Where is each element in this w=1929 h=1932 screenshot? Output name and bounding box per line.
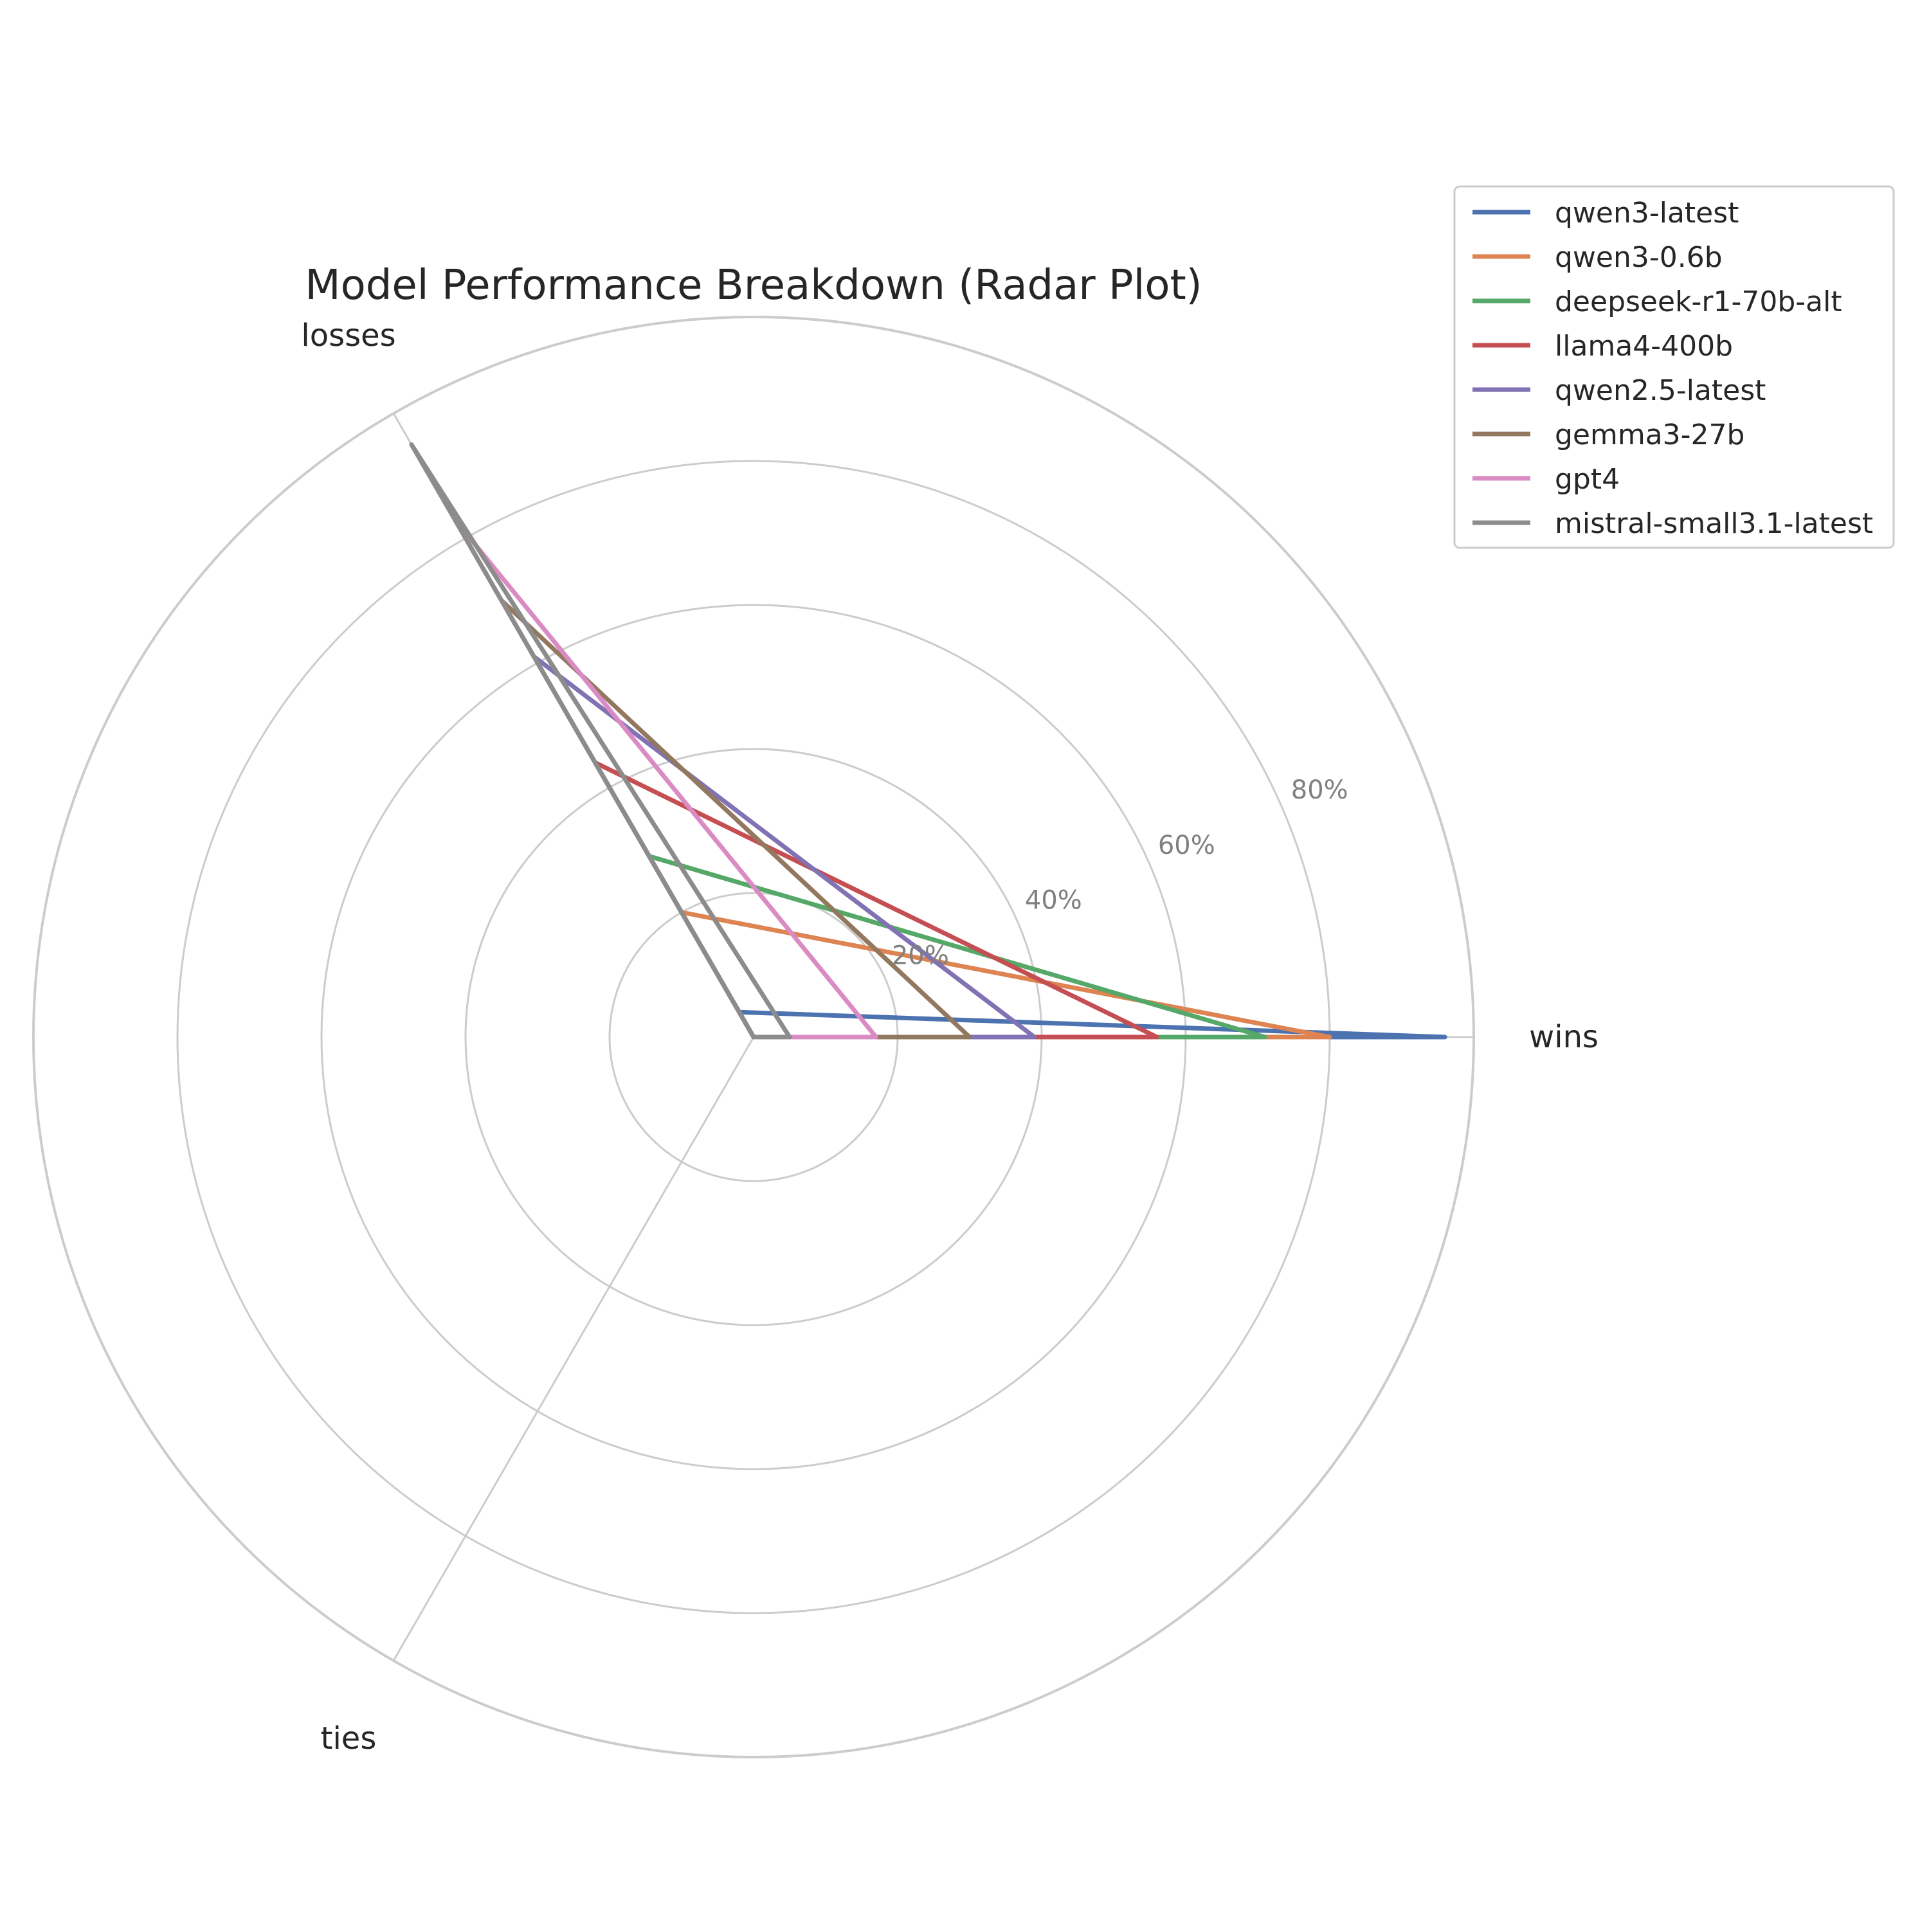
legend-label: llama4-400b (1555, 330, 1733, 363)
r-tick-label: 40% (1025, 886, 1082, 916)
r-tick-label: 20% (892, 941, 949, 970)
series-line-mistral-small3.1-latest (409, 442, 792, 1040)
legend-label: gpt4 (1555, 463, 1620, 496)
legend-label: deepseek-r1-70b-alt (1555, 285, 1842, 318)
chart-title: Model Performance Breakdown (Radar Plot) (305, 262, 1202, 309)
series-line-gpt4 (452, 517, 878, 1040)
axis-label-ties: ties (321, 1720, 377, 1756)
legend-label: qwen2.5-latest (1555, 374, 1766, 407)
series-lines (409, 442, 1447, 1040)
r-tick-label: 60% (1158, 831, 1215, 860)
axis-labels: 20% 40% 60% 80% wins losses ties (301, 318, 1598, 1756)
series-line-qwen3-latest (737, 1009, 1447, 1040)
series-line-qwen2.5-latest (531, 654, 1037, 1040)
legend-label: gemma3-27b (1555, 419, 1744, 451)
spoke-ties (392, 1036, 755, 1661)
axis-label-losses: losses (301, 318, 395, 354)
legend-label: qwen3-0.6b (1555, 241, 1723, 274)
legend: qwen3-latest qwen3-0.6b deepseek-r1-70b-al… (1453, 185, 1895, 549)
legend-label: mistral-small3.1-latest (1555, 507, 1873, 540)
legend-label: qwen3-latest (1555, 197, 1739, 230)
legend-frame (1453, 185, 1895, 549)
axis-label-wins: wins (1529, 1019, 1598, 1055)
r-tick-label: 80% (1291, 775, 1348, 805)
series-line-deepseek-r1-70b-alt (647, 854, 1267, 1040)
